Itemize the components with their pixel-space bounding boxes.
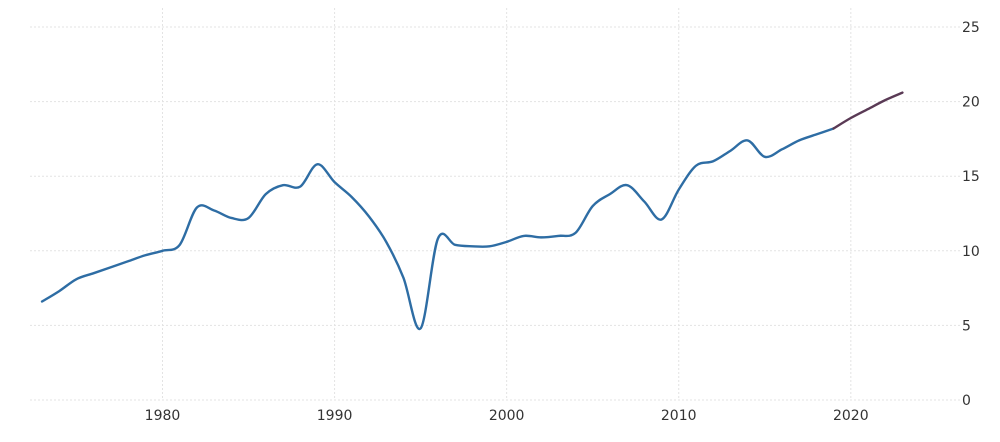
y-tick-label: 20	[962, 95, 980, 111]
series-line-1	[832, 91, 904, 130]
x-tick-label: 2020	[833, 408, 869, 424]
y-tick-label: 10	[962, 244, 980, 260]
x-tick-label: 2000	[489, 408, 525, 424]
y-tick-label: 25	[962, 20, 980, 36]
y-tick-label: 15	[962, 169, 980, 185]
y-axis-ticks: 0 5 10 15 20 25	[962, 20, 980, 409]
series-line-0	[40, 127, 835, 331]
series-layer	[40, 91, 904, 331]
y-tick-label: 0	[962, 393, 971, 409]
x-tick-label: 1990	[317, 408, 353, 424]
grid-layer	[30, 8, 960, 401]
x-axis-ticks: 1980 1990 2000 2010 2020	[145, 408, 869, 424]
x-tick-label: 1980	[145, 408, 181, 424]
x-tick-label: 2010	[661, 408, 697, 424]
y-tick-label: 5	[962, 318, 971, 334]
